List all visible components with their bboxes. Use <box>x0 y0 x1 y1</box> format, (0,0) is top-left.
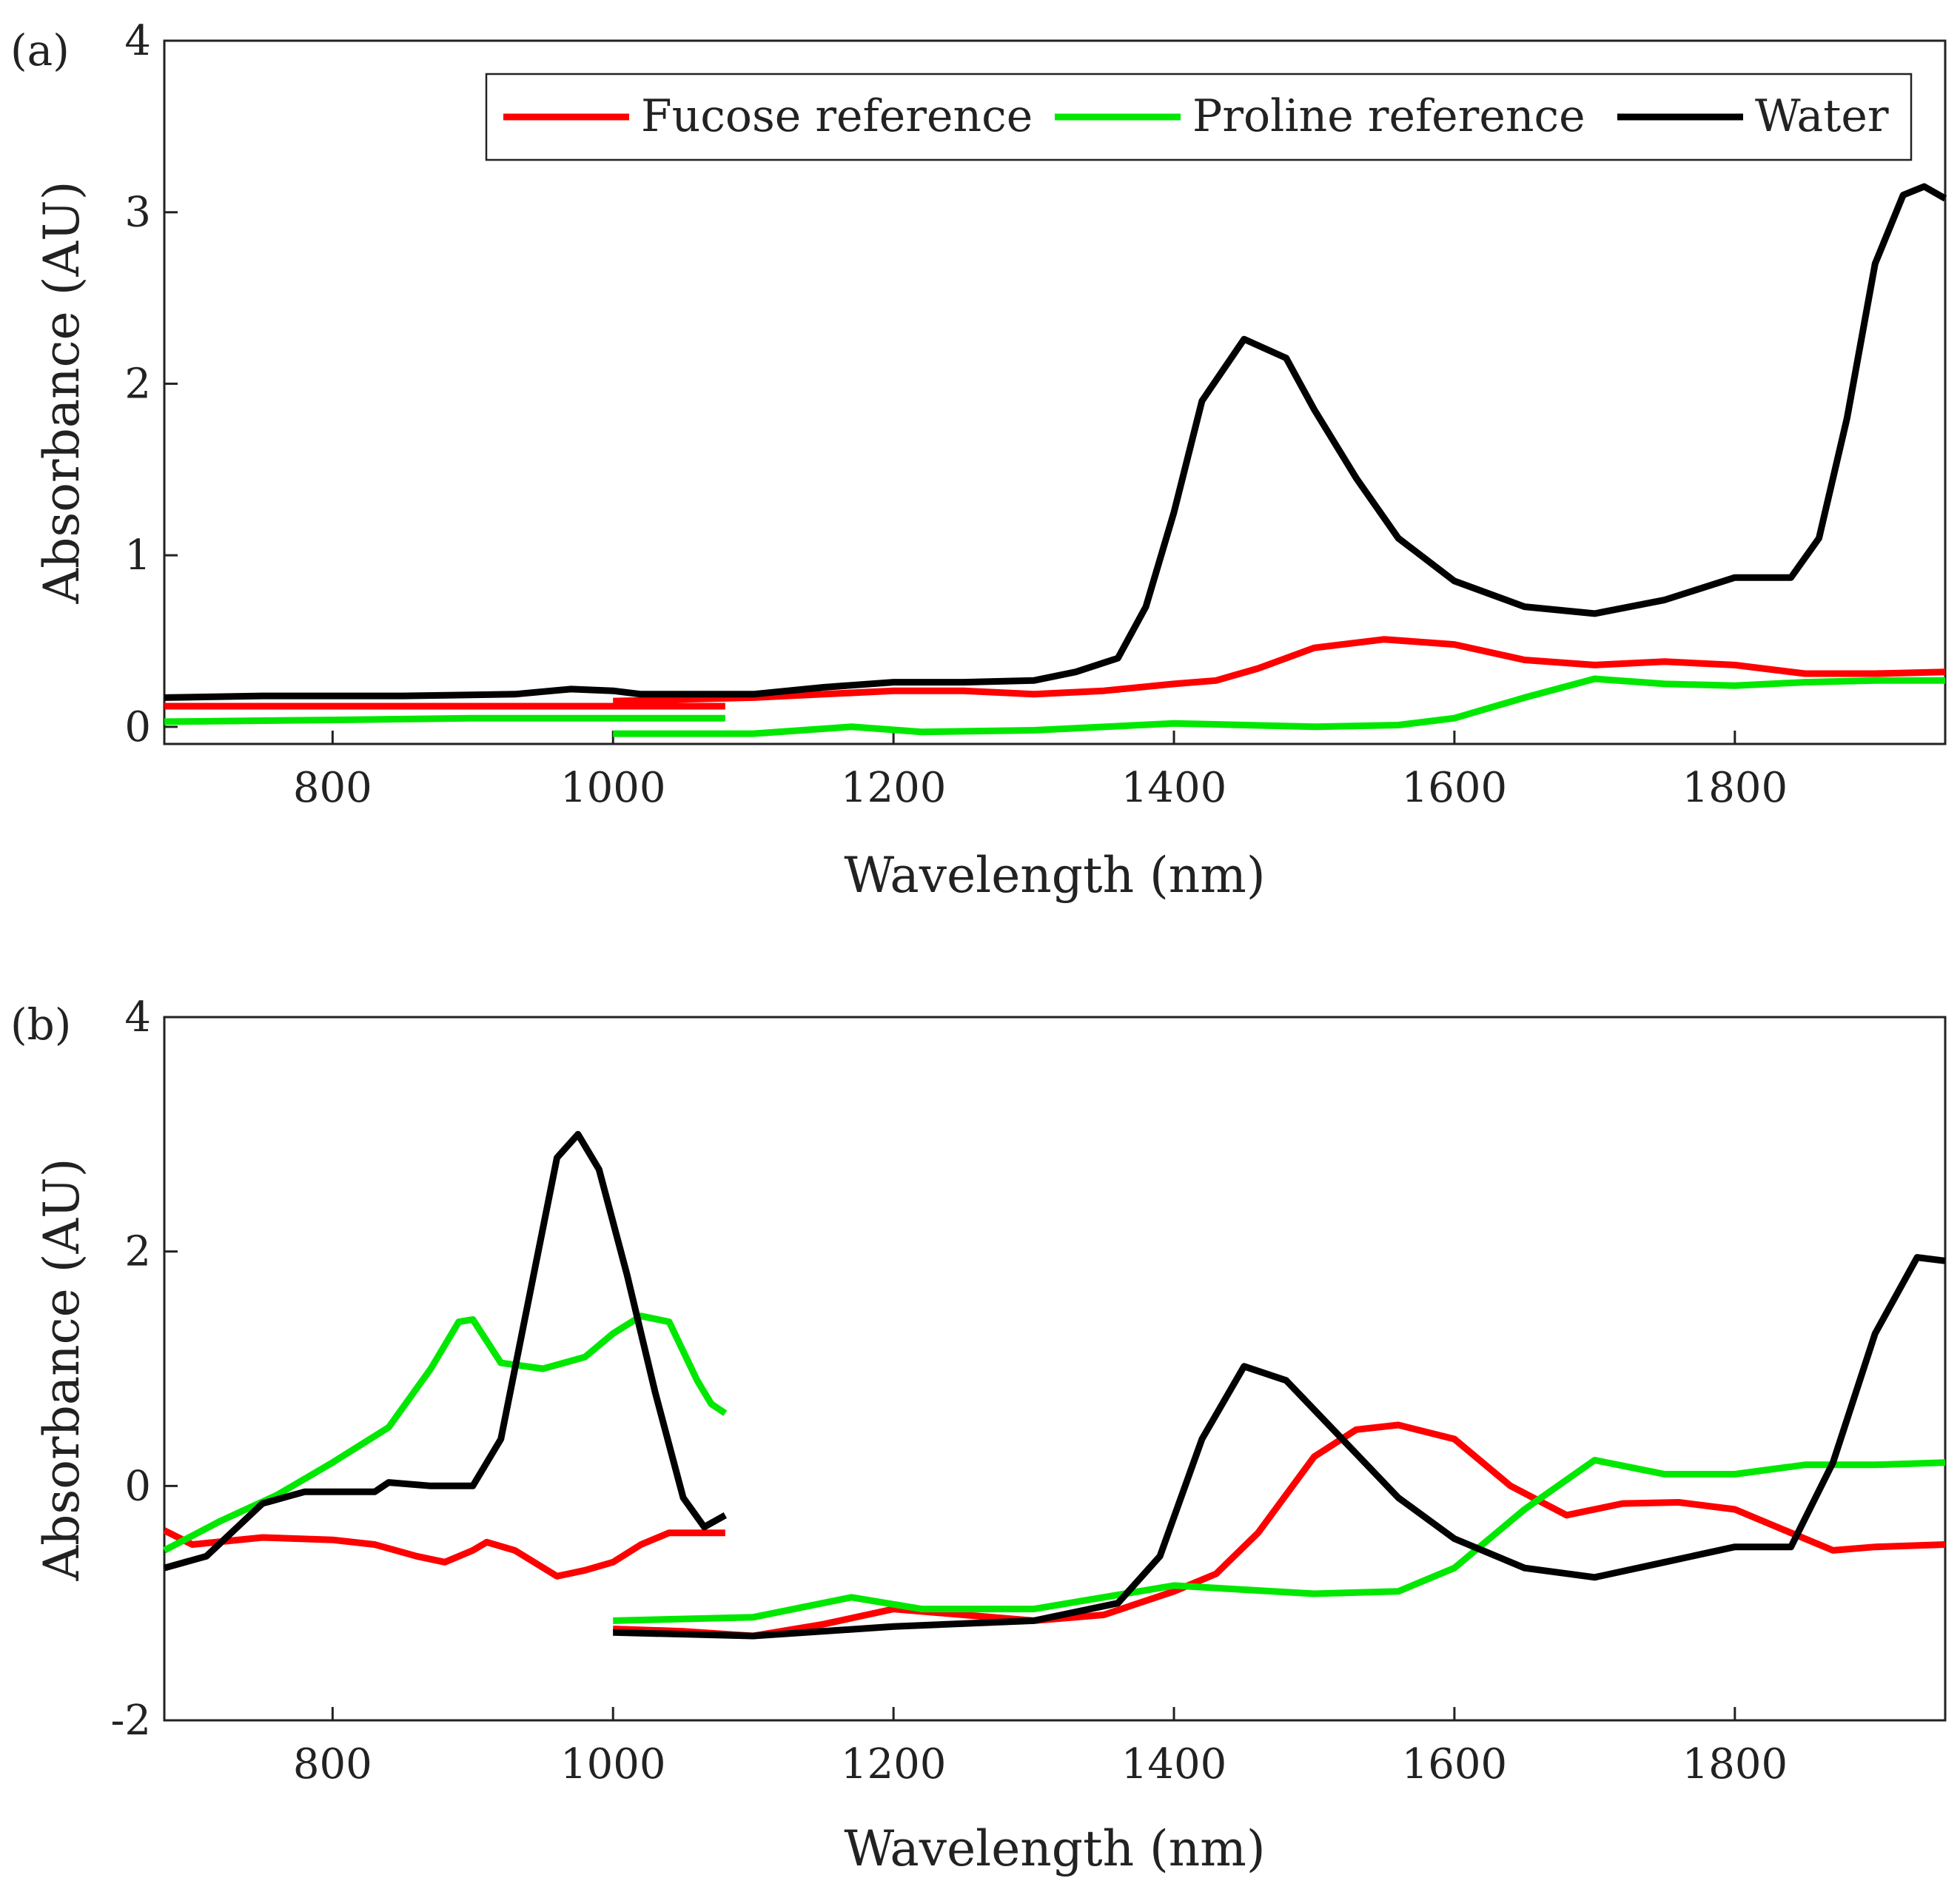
x-tick-label: 1400 <box>1121 1740 1227 1788</box>
x-axis-ticks: 800 1000 1200 1400 1600 1800 <box>293 1707 1788 1788</box>
x-tick-label: 1200 <box>841 1740 947 1788</box>
series-line-water <box>164 183 1947 701</box>
series-layer <box>164 183 1947 737</box>
series-line-fucose-reference <box>162 1527 725 1580</box>
x-axis-label: Wavelength (nm) <box>844 847 1265 904</box>
series-line-water <box>613 1254 1946 1640</box>
x-tick-label: 1600 <box>1402 1740 1508 1788</box>
y-tick-label: -2 <box>110 1697 151 1745</box>
panel-label: (b) <box>10 999 71 1050</box>
series-line-proline-reference <box>613 1457 1946 1624</box>
x-tick-label: 1400 <box>1121 764 1227 812</box>
x-axis-label: Wavelength (nm) <box>844 1820 1265 1877</box>
series-line-water <box>163 1130 727 1572</box>
panel-b: (b) -2 0 2 4 800 1000 1200 1400 1600 1800 Wavele… <box>10 993 1947 1877</box>
series-line-proline-reference <box>613 675 1945 737</box>
x-tick-label: 1600 <box>1402 764 1508 812</box>
series-layer <box>162 1130 1946 1640</box>
series-line-fucose-reference <box>613 636 1946 705</box>
x-tick-label: 1000 <box>560 764 666 812</box>
legend: Fucose reference Proline reference Water <box>485 73 1913 161</box>
plot-area-frame <box>163 1016 1947 1722</box>
y-axis-label: Absorbance (AU) <box>33 181 90 605</box>
y-tick-label: 4 <box>124 17 151 65</box>
y-axis-label: Absorbance (AU) <box>33 1158 90 1582</box>
y-tick-label: 4 <box>124 993 151 1042</box>
x-tick-label: 800 <box>293 1740 372 1788</box>
legend-label-proline: Proline reference <box>1192 90 1585 142</box>
panel-a: (a) 0 1 2 3 4 800 1000 1200 1400 1600 1800 Wavele… <box>10 17 1947 904</box>
legend-label-fucose: Fucose reference <box>641 90 1033 142</box>
x-axis-ticks: 800 1000 1200 1400 1600 1800 <box>293 731 1788 812</box>
x-tick-label: 1800 <box>1682 1740 1788 1788</box>
x-tick-label: 800 <box>293 764 372 812</box>
series-line-proline-reference <box>162 1312 728 1554</box>
y-axis-ticks: 0 1 2 3 4 <box>124 17 178 751</box>
y-tick-label: 1 <box>124 531 151 580</box>
y-tick-label: 2 <box>124 1228 151 1276</box>
x-tick-label: 1200 <box>841 764 947 812</box>
series-line-fucose-reference <box>613 1421 1946 1640</box>
plot-area-frame <box>163 39 1947 745</box>
x-tick-label: 1800 <box>1682 764 1788 812</box>
panel-label: (a) <box>10 25 70 76</box>
y-tick-label: 2 <box>124 360 151 408</box>
x-tick-label: 1000 <box>560 1740 666 1788</box>
legend-label-water: Water <box>1755 90 1889 142</box>
y-axis-ticks: -2 0 2 4 <box>110 993 178 1745</box>
y-tick-label: 0 <box>124 703 151 751</box>
series-line-proline-reference <box>164 714 725 725</box>
y-tick-label: 3 <box>124 189 151 237</box>
y-tick-label: 0 <box>124 1462 151 1510</box>
